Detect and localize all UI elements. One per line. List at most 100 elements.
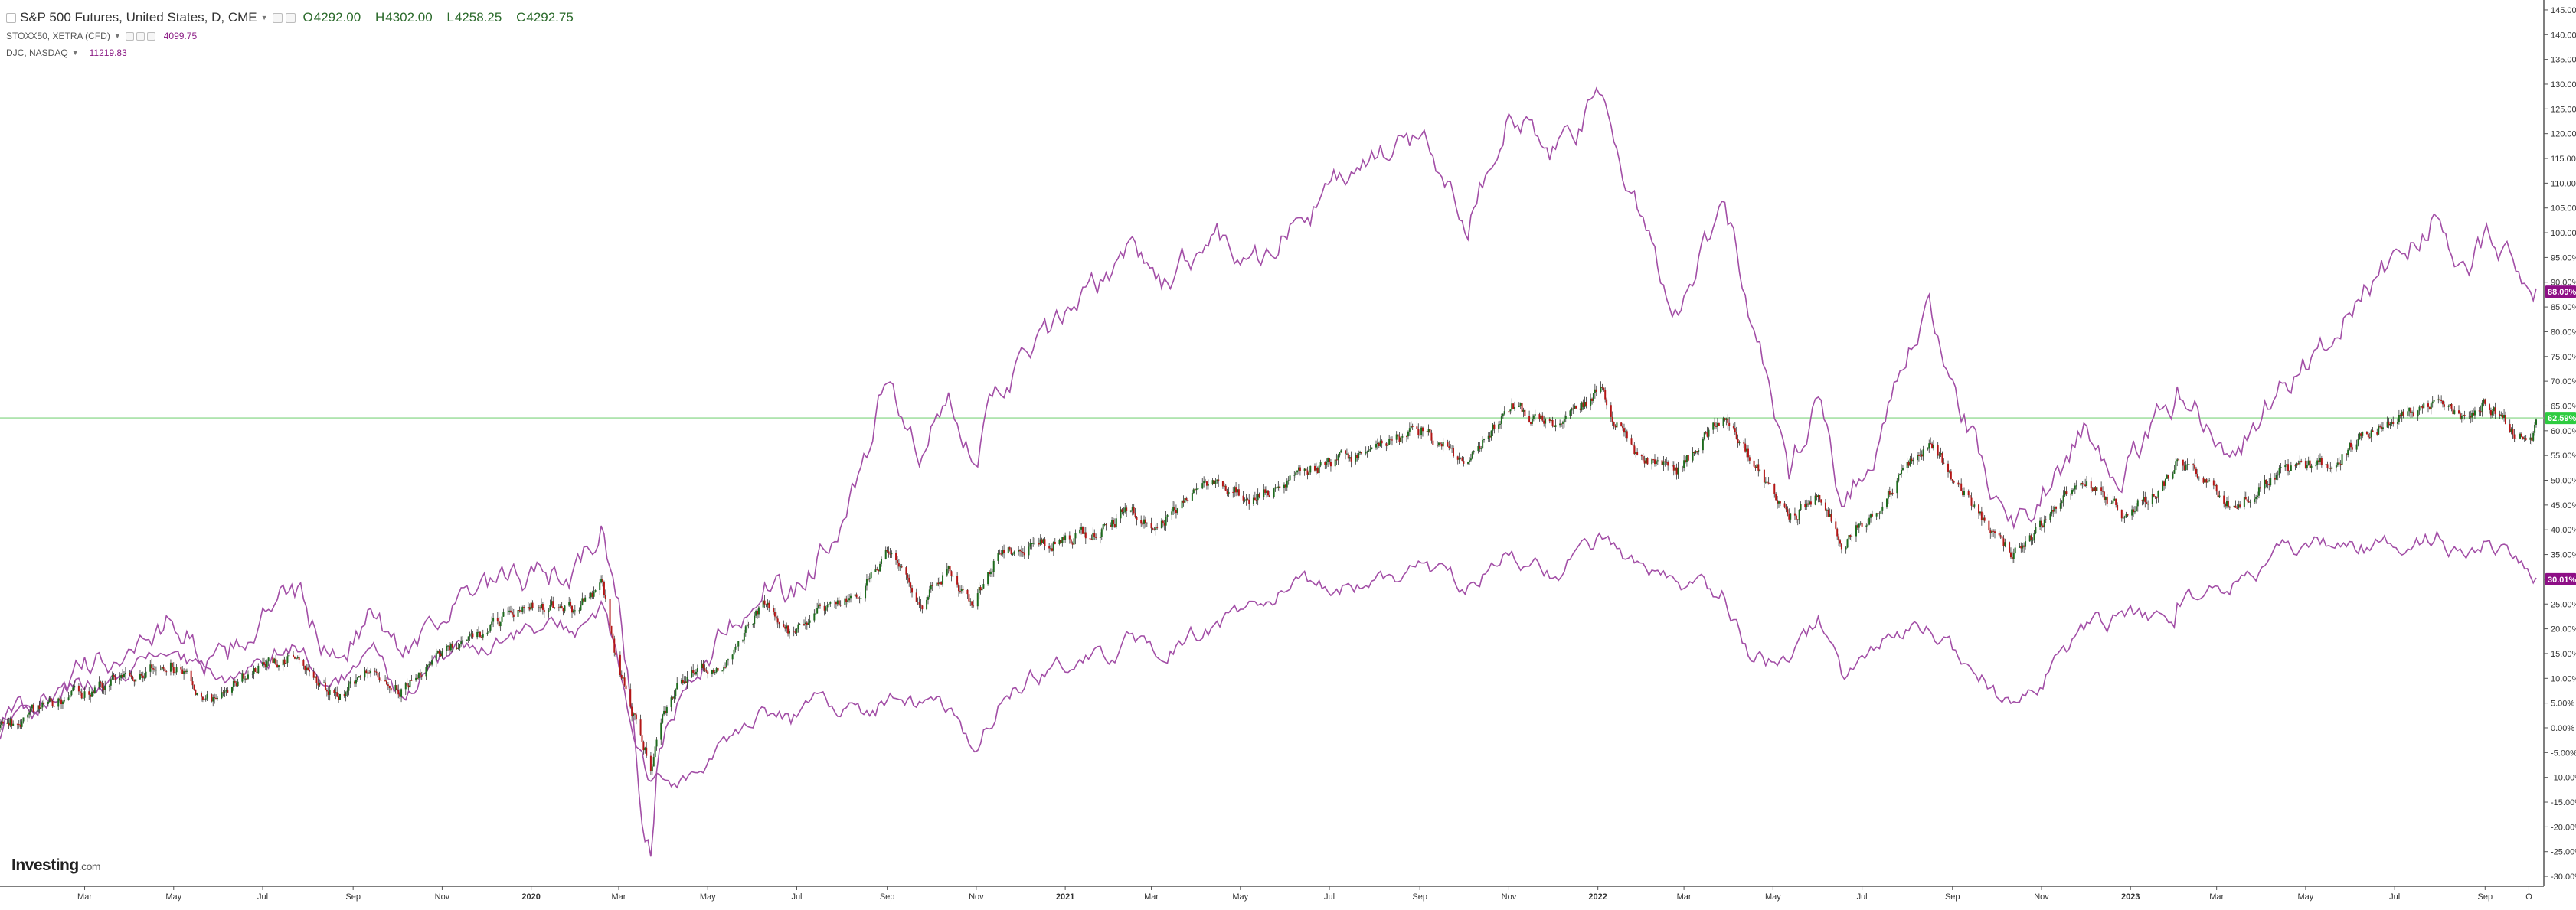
close-icon[interactable] [285,12,296,23]
candle [1390,436,1392,445]
candle [2136,498,2139,512]
candle-body [615,652,617,655]
candle-body [254,668,257,672]
candle [2347,448,2349,458]
candle [825,605,827,615]
candle [834,600,836,608]
candle [1744,438,1747,453]
legend-compare2-row[interactable]: DJC, NASDAQ ▼ 11219.83 [6,44,584,61]
candle-body [2175,461,2177,471]
candle [655,736,658,751]
candle [1489,432,1491,442]
candle-body [931,585,933,586]
candle-body [1963,491,1965,496]
candle-body [960,589,963,592]
candle [1156,523,1159,530]
candle-body [783,624,785,627]
candle [367,667,369,679]
legend-compare1-row[interactable]: STOXX50, XETRA (CFD) ▼ 4099.75 [6,28,584,44]
candle [88,687,90,700]
collapse-legend-button[interactable] [6,12,16,23]
candle [1360,452,1362,455]
candle [1427,424,1430,436]
candle-body [2381,427,2384,429]
candle-body [91,691,93,697]
candle [590,591,592,600]
compare2-symbol-label[interactable]: DJC, NASDAQ [6,47,68,58]
candle [133,679,136,687]
candle [788,628,790,639]
close-icon[interactable] [146,31,155,41]
price-badge-label: 30.01% [2548,576,2576,585]
candle-body [1171,511,1173,515]
candle [2164,478,2166,489]
candle [2359,432,2361,440]
candle-body [1195,488,1198,491]
candle-body [1283,484,1285,488]
candle [1764,477,1767,484]
legend: S&P 500 Futures, United States, D, CME ▼… [6,8,584,61]
candle [1773,483,1776,498]
candle [784,624,786,632]
candle [327,687,329,701]
chevron-down-icon[interactable]: ▼ [113,32,121,40]
candle [263,657,265,668]
candle-body [2338,462,2340,465]
chevron-down-icon[interactable]: ▼ [260,14,268,21]
candle-body [2290,465,2292,471]
candle-body [1468,460,1470,462]
candle-body [1511,403,1513,410]
candle [329,684,331,701]
legend-main-row[interactable]: S&P 500 Futures, United States, D, CME ▼… [6,8,584,28]
candle [420,671,423,680]
candle [1048,543,1051,553]
candle [153,665,155,672]
settings-icon[interactable] [136,31,145,41]
candle-body [1113,520,1115,525]
candle [809,615,811,628]
candle [2442,400,2444,408]
candle [936,579,938,589]
candle [1073,537,1075,550]
candle [2175,458,2177,471]
open-value: 4292.00 [313,10,361,24]
main-symbol-label[interactable]: S&P 500 Futures, United States, D, CME [20,10,257,24]
candle [467,636,469,644]
candle [2339,460,2342,471]
candle [2294,463,2296,471]
candle [2115,498,2117,508]
candle [2525,434,2527,442]
candle-body [2166,475,2168,479]
candle [1487,432,1489,442]
candle [348,680,350,696]
candle [2022,543,2024,553]
candle [1962,488,1964,497]
candle [826,601,829,612]
candle [2023,542,2025,553]
candle-body [1007,547,1009,553]
candle-body [1790,513,1792,520]
settings-icon[interactable] [272,12,283,23]
eye-icon[interactable] [125,31,134,41]
chevron-down-icon[interactable]: ▼ [71,49,79,57]
x-tick-label: Nov [2034,892,2049,902]
candle [2264,475,2266,494]
compare1-symbol-label[interactable]: STOXX50, XETRA (CFD) [6,31,110,41]
candle [1994,529,1996,539]
candle [1277,481,1280,491]
candle-body [1201,483,1204,489]
candle [694,670,696,676]
candle-body [707,671,709,674]
candle [2478,407,2480,417]
candle-body [2244,497,2247,500]
candle-body [1724,418,1726,420]
candle [247,670,249,680]
candle [2217,486,2219,501]
candle [549,599,551,611]
candle [1790,513,1792,524]
candle-body [1216,479,1218,481]
candle [839,600,842,607]
candle-body [2234,505,2237,508]
